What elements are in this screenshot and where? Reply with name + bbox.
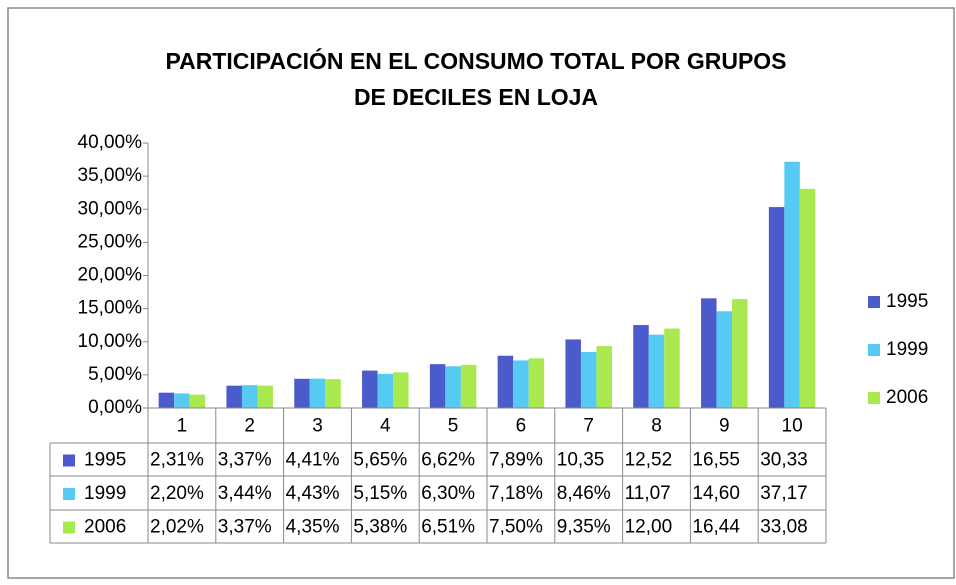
bar (513, 360, 529, 408)
bar (362, 370, 378, 408)
y-tick-label: 20,00% (78, 265, 143, 286)
y-tick-label: 10,00% (78, 331, 143, 352)
table-legend-key (63, 454, 75, 467)
bar (664, 328, 680, 408)
chart-title: DE DECILES EN LOJA (354, 84, 598, 110)
table-cell: 8,46% (557, 483, 611, 504)
x-tick-label: 6 (516, 416, 527, 437)
table-cell: 10,35 (557, 450, 605, 471)
table-cell: 5,15% (353, 483, 407, 504)
table-cell: 2,31% (150, 450, 204, 471)
legend-key (868, 344, 880, 356)
bar (377, 373, 394, 408)
x-tick-label: 8 (651, 416, 662, 437)
y-tick-label: 35,00% (78, 165, 143, 186)
table-cell: 11,07 (625, 483, 671, 504)
table-cell: 16,44 (692, 517, 740, 538)
bar (226, 385, 242, 408)
y-tick-label: 25,00% (78, 231, 143, 252)
bar (393, 372, 409, 408)
bar (309, 378, 326, 408)
bar (445, 366, 461, 408)
table-cell: 6,62% (421, 450, 475, 471)
bar (257, 385, 273, 408)
table-cell: 2,02% (150, 517, 204, 538)
table-cell: 4,43% (286, 483, 340, 504)
table-cell: 6,30% (421, 483, 475, 504)
table-cell: 9,35% (557, 517, 611, 538)
table-cell: 3,44% (218, 483, 272, 504)
table-cell: 4,41% (286, 450, 340, 471)
legend-label: 1999 (886, 339, 928, 360)
legend-key (868, 392, 880, 404)
legend-label: 1995 (886, 291, 928, 312)
table-row-label: 2006 (84, 517, 126, 538)
table-cell: 7,50% (489, 517, 543, 538)
table-cell: 5,38% (353, 517, 407, 538)
x-tick-label: 7 (583, 416, 594, 437)
table-cell: 14,60 (692, 483, 740, 504)
bar (701, 298, 717, 408)
bar (565, 339, 581, 408)
table-cell: 4,35% (286, 517, 340, 538)
table-cell: 12,52 (625, 450, 673, 471)
table-cell: 7,89% (489, 450, 543, 471)
legend-label: 2006 (886, 387, 928, 408)
bar (429, 364, 446, 408)
table-legend-key (63, 488, 75, 500)
table-legend-key (63, 521, 75, 534)
bar (158, 392, 175, 408)
x-tick-label: 4 (380, 416, 391, 437)
y-tick-label: 0,00% (88, 397, 142, 418)
table-cell: 30,33 (760, 450, 808, 471)
table-cell: 12,00 (625, 517, 673, 538)
table-cell: 33,08 (760, 517, 808, 538)
bar (784, 161, 800, 408)
y-tick-label: 40,00% (78, 132, 143, 153)
y-tick-label: 30,00% (78, 198, 143, 219)
bar (580, 351, 597, 408)
table-cell: 2,20% (150, 483, 204, 504)
bar (174, 393, 190, 408)
bar (633, 325, 649, 408)
bar (528, 358, 545, 408)
table-cell: 37,17 (760, 483, 808, 504)
x-tick-label: 10 (782, 416, 803, 437)
x-tick-label: 1 (177, 416, 188, 437)
bar (732, 299, 748, 408)
bar (768, 207, 785, 408)
bar (799, 188, 816, 408)
bar (189, 394, 206, 408)
table-cell: 3,37% (218, 517, 272, 538)
table-cell: 7,18% (489, 483, 543, 504)
bar (596, 346, 612, 408)
table-cell: 6,51% (421, 517, 475, 538)
bar (460, 364, 477, 408)
legend-key (868, 296, 880, 308)
y-tick-label: 15,00% (78, 298, 143, 319)
x-tick-label: 9 (719, 416, 730, 437)
bar (648, 334, 665, 408)
table-row-label: 1995 (84, 450, 126, 471)
y-tick-label: 5,00% (88, 364, 142, 385)
bar (294, 378, 310, 408)
bar (241, 385, 258, 408)
table-cell: 5,65% (353, 450, 407, 471)
bar (716, 311, 733, 408)
x-tick-label: 2 (244, 416, 255, 437)
bar (497, 355, 514, 408)
chart-title: PARTICIPACIÓN EN EL CONSUMO TOTAL POR GR… (165, 47, 786, 74)
table-cell: 3,37% (218, 450, 272, 471)
table-cell: 16,55 (692, 450, 740, 471)
x-tick-label: 3 (312, 416, 323, 437)
x-tick-label: 5 (448, 416, 459, 437)
table-row-label: 1999 (84, 483, 126, 504)
bar (325, 379, 341, 408)
